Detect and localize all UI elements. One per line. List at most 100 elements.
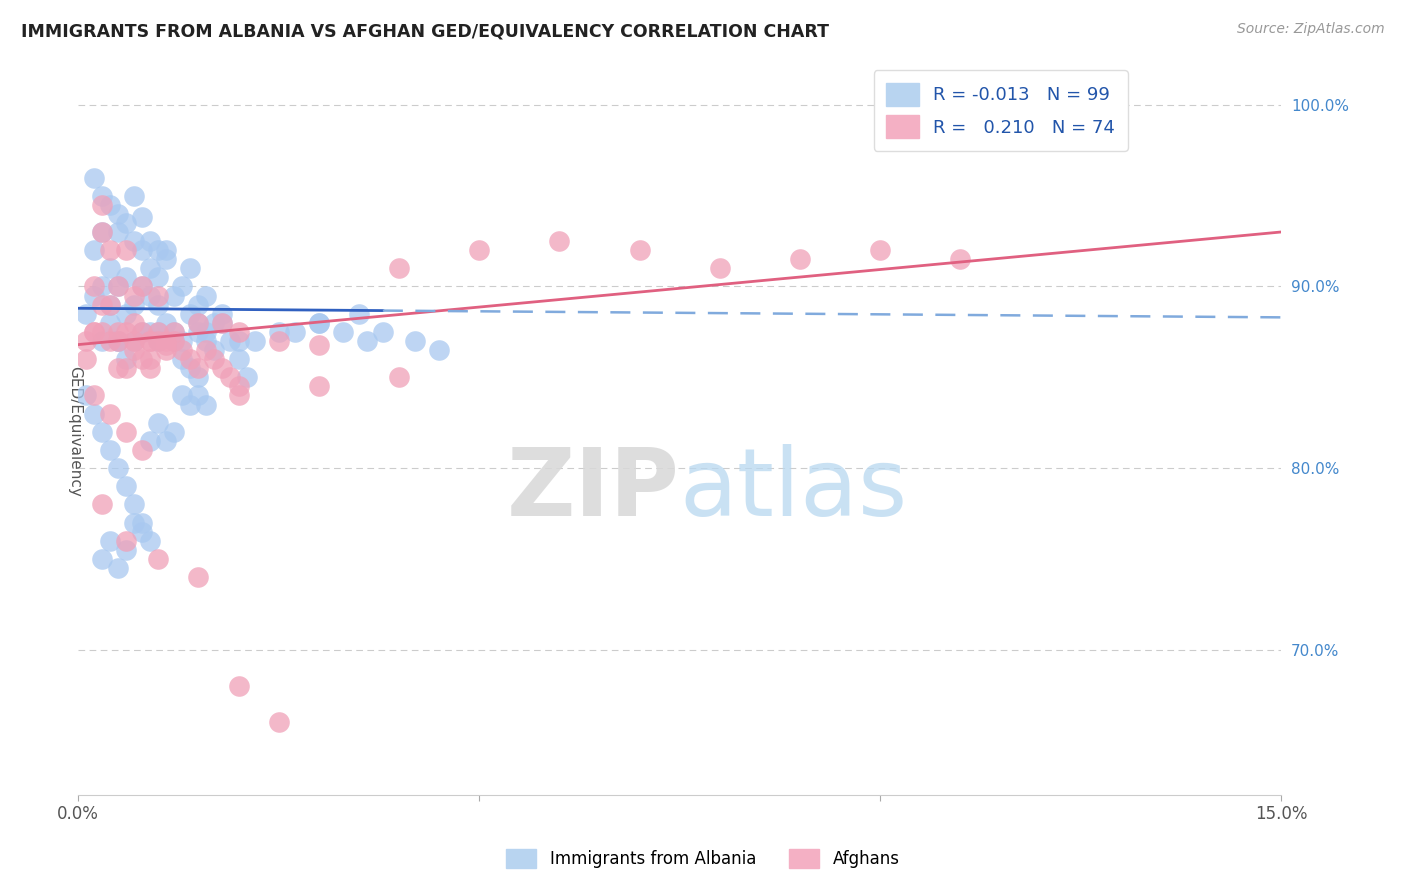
Point xyxy=(91,188,114,202)
Point xyxy=(235,370,257,384)
Text: ZIP: ZIP xyxy=(506,444,679,536)
Point xyxy=(148,334,170,348)
Point xyxy=(91,498,114,512)
Text: atlas: atlas xyxy=(679,444,908,536)
Point xyxy=(155,252,177,267)
Point xyxy=(148,334,170,348)
Point xyxy=(83,407,105,421)
Point xyxy=(115,479,138,493)
Point xyxy=(195,325,218,339)
Point xyxy=(219,370,242,384)
Point xyxy=(148,288,170,302)
Point xyxy=(148,416,170,430)
Point xyxy=(98,316,121,330)
Point xyxy=(98,261,121,276)
Point xyxy=(107,461,129,475)
Point xyxy=(139,325,162,339)
Point xyxy=(139,434,162,448)
Point xyxy=(107,361,129,376)
Point xyxy=(91,225,114,239)
Point xyxy=(98,533,121,548)
Point xyxy=(98,298,121,312)
Point xyxy=(949,252,972,267)
Point xyxy=(83,388,105,402)
Point xyxy=(115,216,138,230)
Point xyxy=(228,679,250,693)
Point xyxy=(148,325,170,339)
Point xyxy=(148,325,170,339)
Point xyxy=(75,352,97,367)
Point xyxy=(91,425,114,439)
Point xyxy=(163,334,186,348)
Point xyxy=(91,279,114,293)
Point xyxy=(204,352,226,367)
Point xyxy=(267,715,290,730)
Point xyxy=(115,270,138,285)
Point xyxy=(75,388,97,402)
Point xyxy=(628,243,651,257)
Point xyxy=(267,334,290,348)
Point xyxy=(211,307,233,321)
Point xyxy=(163,325,186,339)
Point xyxy=(131,442,153,457)
Point xyxy=(91,325,114,339)
Text: IMMIGRANTS FROM ALBANIA VS AFGHAN GED/EQUIVALENCY CORRELATION CHART: IMMIGRANTS FROM ALBANIA VS AFGHAN GED/EQ… xyxy=(21,22,830,40)
Point xyxy=(83,325,105,339)
Point xyxy=(115,243,138,257)
Point xyxy=(107,561,129,575)
Point xyxy=(107,279,129,293)
Point xyxy=(468,243,491,257)
Point xyxy=(284,325,307,339)
Point xyxy=(139,361,162,376)
Point xyxy=(187,316,209,330)
Point xyxy=(308,316,330,330)
Point xyxy=(155,343,177,357)
Point xyxy=(83,243,105,257)
Text: Source: ZipAtlas.com: Source: ZipAtlas.com xyxy=(1237,22,1385,37)
Point xyxy=(115,352,138,367)
Point xyxy=(122,334,145,348)
Point xyxy=(155,316,177,330)
Point xyxy=(131,325,153,339)
Point xyxy=(122,316,145,330)
Point xyxy=(195,398,218,412)
Point xyxy=(131,211,153,225)
Point xyxy=(139,533,162,548)
Point xyxy=(228,388,250,402)
Point xyxy=(131,279,153,293)
Point xyxy=(139,334,162,348)
Point xyxy=(115,542,138,557)
Point xyxy=(139,352,162,367)
Point xyxy=(139,261,162,276)
Point xyxy=(122,234,145,248)
Point xyxy=(139,234,162,248)
Point xyxy=(131,352,153,367)
Point xyxy=(155,334,177,348)
Point xyxy=(179,361,201,376)
Point xyxy=(107,325,129,339)
Point xyxy=(91,298,114,312)
Point xyxy=(187,388,209,402)
Point xyxy=(122,498,145,512)
Point xyxy=(98,298,121,312)
Point xyxy=(91,198,114,212)
Point xyxy=(91,225,114,239)
Point xyxy=(163,425,186,439)
Point xyxy=(219,334,242,348)
Point xyxy=(148,270,170,285)
Point xyxy=(115,425,138,439)
Point xyxy=(131,325,153,339)
Point xyxy=(115,307,138,321)
Point xyxy=(308,379,330,393)
Point xyxy=(195,288,218,302)
Point xyxy=(107,225,129,239)
Point xyxy=(308,337,330,351)
Point xyxy=(179,398,201,412)
Point xyxy=(115,533,138,548)
Legend: Immigrants from Albania, Afghans: Immigrants from Albania, Afghans xyxy=(499,843,907,875)
Point xyxy=(172,352,194,367)
Point xyxy=(131,279,153,293)
Point xyxy=(187,316,209,330)
Point xyxy=(148,298,170,312)
Point xyxy=(148,243,170,257)
